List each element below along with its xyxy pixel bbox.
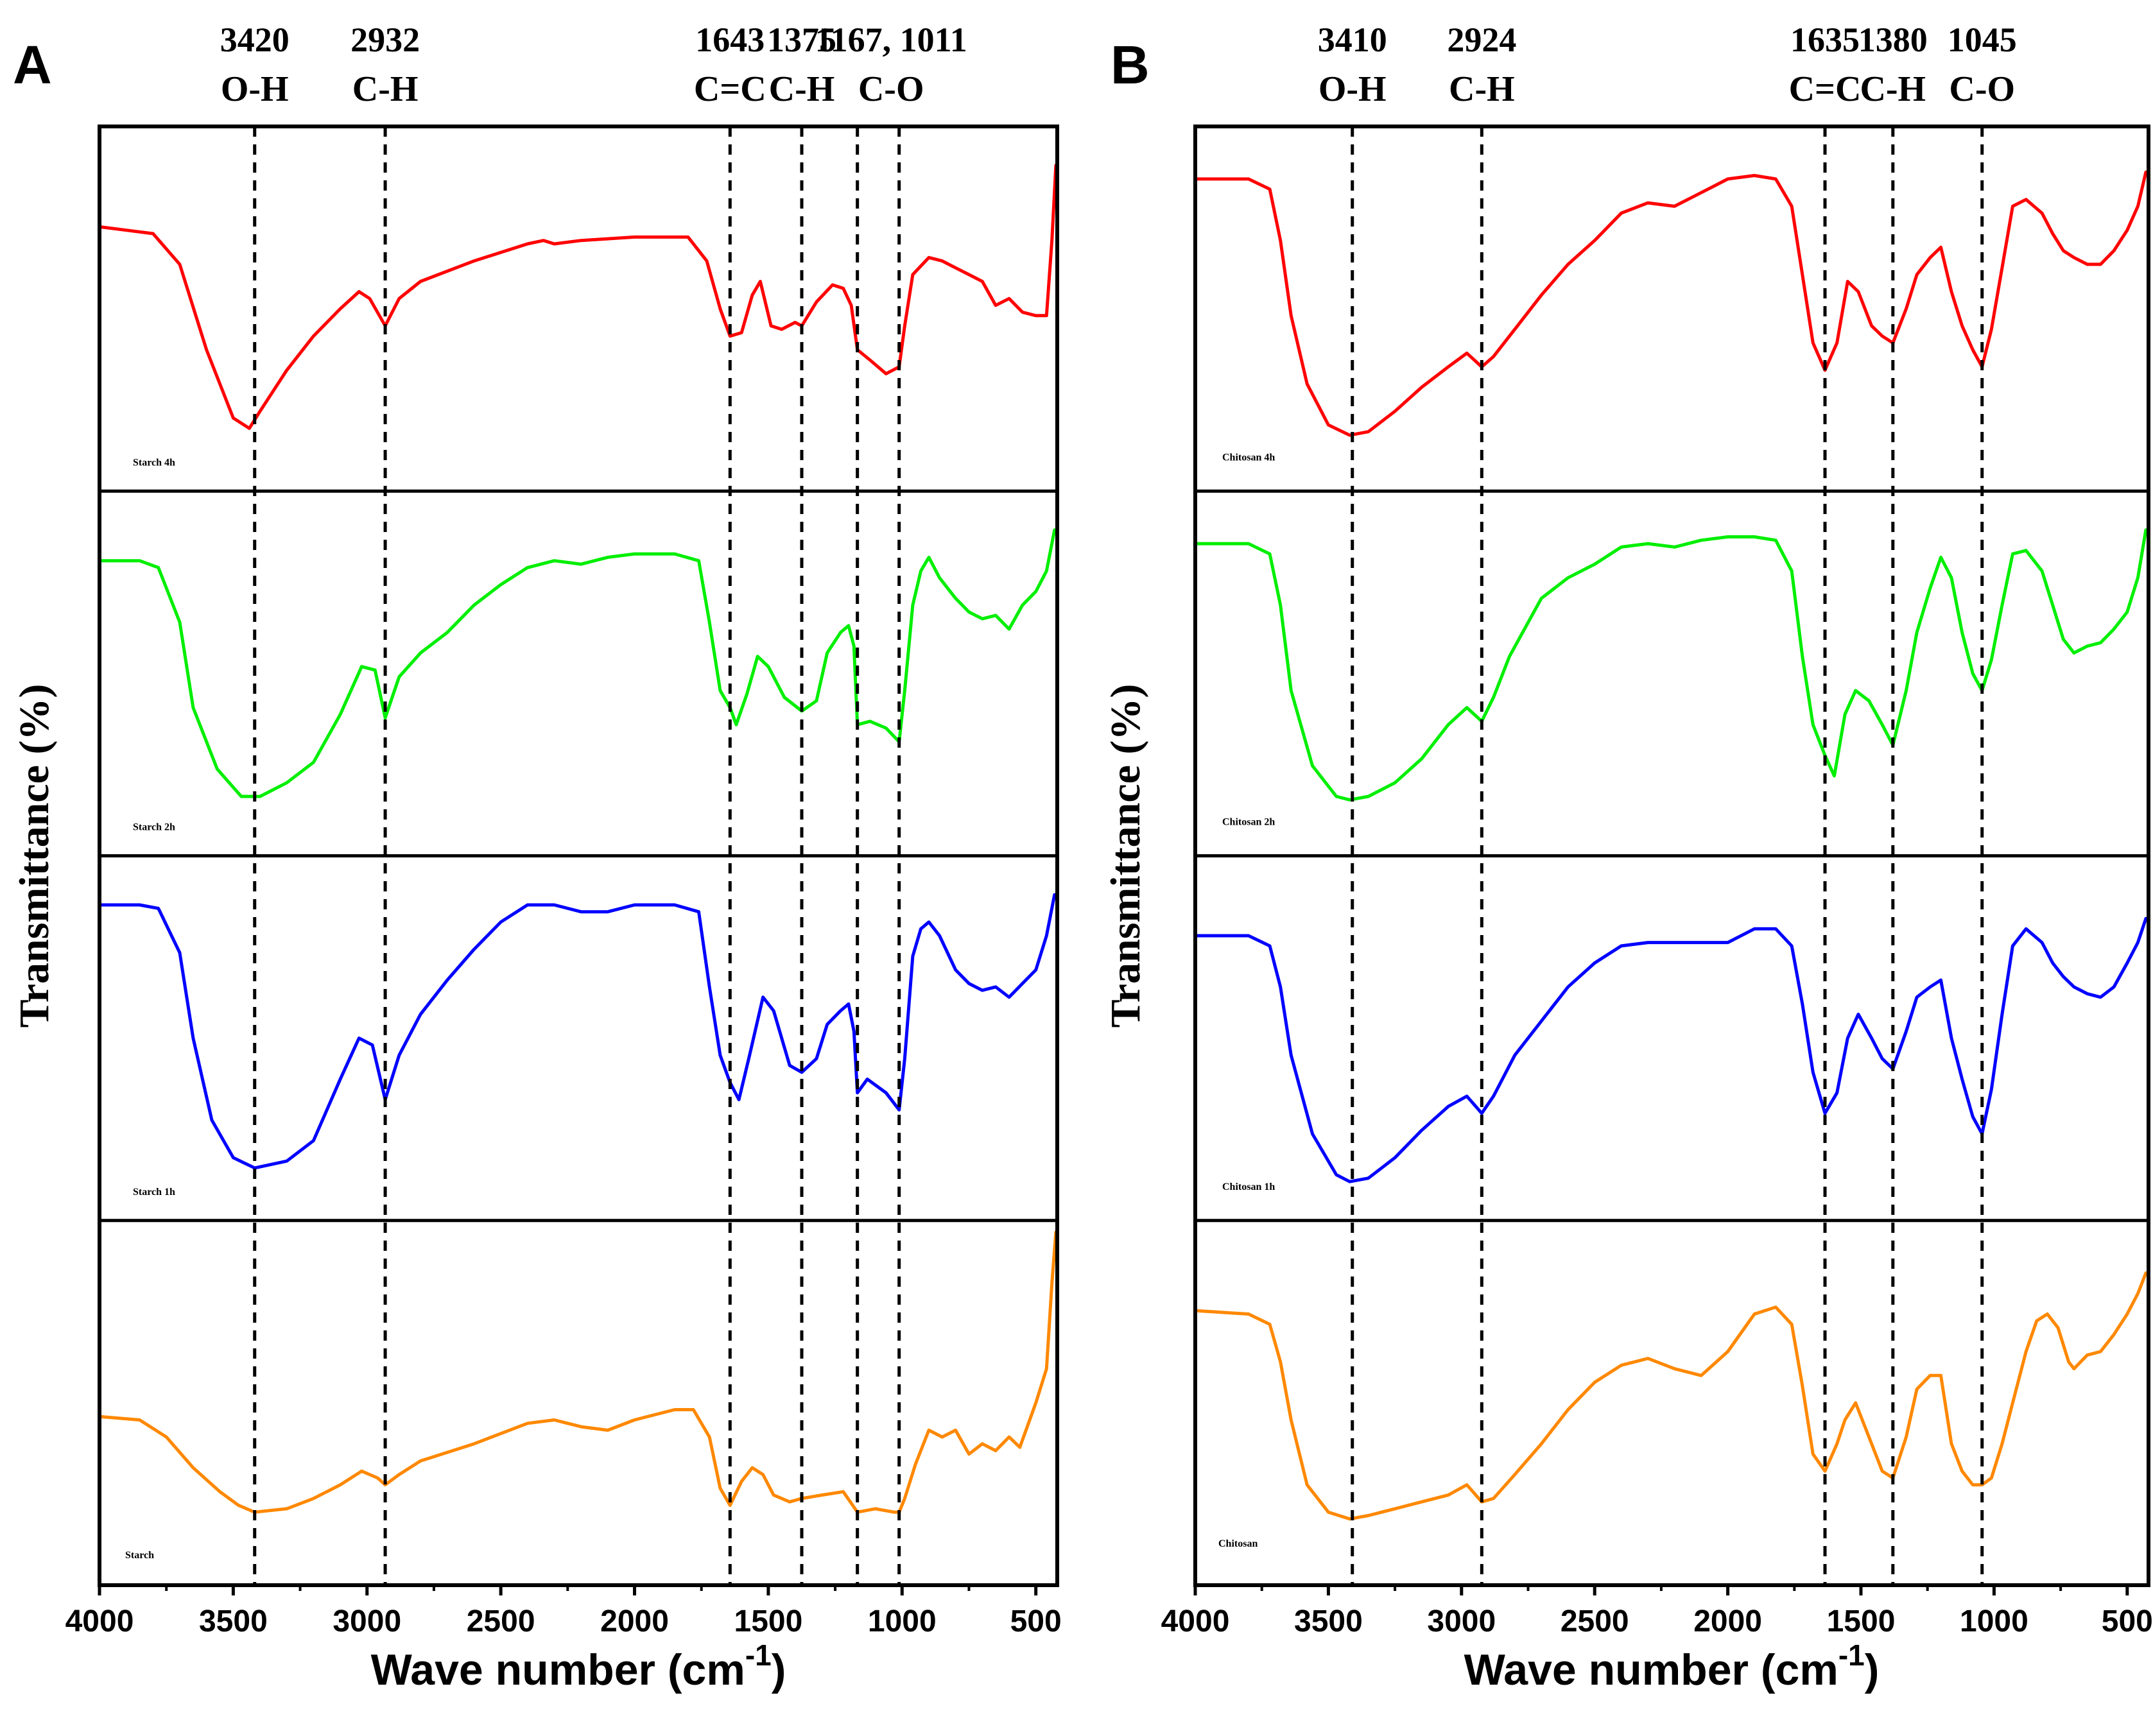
x-axis-title-sup: -1 [1838,1638,1865,1672]
x-tick-label: 3000 [1427,1604,1496,1638]
peak-assignment: C-H [1860,69,1926,109]
panel-b: B Chitosan 4h Chitosan 2h Chitosan 1h Chitos… [1102,21,2153,1694]
x-axis-title-end: ) [772,1646,786,1694]
peak-assignment: O-H [1319,69,1387,109]
peak-assignment: C=C [1789,69,1862,109]
trace-label: Chitosan 2h [1222,817,1275,828]
peak-wavenumber: 1380 [1858,21,1928,59]
spectrum-starch [98,1230,1058,1514]
x-tick-label: 3500 [199,1604,268,1638]
x-tick-label: 3500 [1294,1604,1363,1638]
y-axis-title: Transmittance (%) [1102,684,1149,1028]
x-tick-label: 2500 [467,1604,535,1638]
trace-label: Chitosan 1h [1222,1182,1275,1192]
x-tick-label: 3000 [333,1604,401,1638]
peak-assignment: C-H [352,69,419,109]
x-axis-title: Wave number (cm-1) [1464,1638,1880,1694]
x-axis-title-main: Wave number (cm [371,1646,745,1694]
x-tick-label: 1000 [1960,1604,2028,1638]
trace-label: Chitosan 4h [1222,452,1275,463]
spectrum-chitosan-1h [1193,916,2148,1183]
peak-wavenumber: 1635 [1790,21,1860,59]
trace-label: Chitosan [1218,1538,1258,1549]
peak-assignment: C-O [1949,69,2015,109]
x-tick-label: 500 [2102,1604,2153,1638]
trace-label: Starch 1h [133,1187,175,1198]
x-axis-title: Wave number (cm-1) [371,1638,786,1694]
trace-label: Starch 4h [133,457,175,468]
spectrum-starch-1h [98,893,1057,1170]
peak-wavenumber: 1375 [767,21,836,59]
peak-assignment: C-H [1449,69,1515,109]
peak-assignment: O-H [221,69,289,109]
panel-letter: B [1111,35,1150,95]
y-axis-title: Transmittance (%) [11,684,58,1028]
x-axis-title-sup: -1 [745,1638,772,1672]
panel-letter: A [13,35,52,95]
spectrum-starch-2h [98,528,1057,798]
peak-wavenumber: 1643 [695,21,765,59]
x-axis-title-main: Wave number (cm [1464,1646,1838,1694]
peak-assignment: C-O [858,69,924,109]
peak-assignment: C-H [769,69,835,109]
peak-wavenumber: 2924 [1447,21,1516,59]
x-tick-label: 4000 [65,1604,134,1638]
x-tick-label: 4000 [1161,1604,1230,1638]
spectrum-chitosan-4h [1193,170,2148,437]
peak-wavenumber: 1167, 1011 [815,21,967,59]
x-tick-label: 2000 [600,1604,669,1638]
spectrum-starch-4h [98,164,1058,430]
panel-a: A Starch 4h Starch 2h Starch 1h Starch 3420 O-… [11,21,1062,1694]
x-tick-label: 2500 [1561,1604,1629,1638]
x-tick-label: 1000 [868,1604,937,1638]
x-axis-title-end: ) [1865,1646,1880,1694]
x-tick-label: 500 [1010,1604,1062,1638]
peak-wavenumber: 3410 [1318,21,1387,59]
peak-wavenumber: 3420 [220,21,290,59]
spectrum-chitosan [1193,1271,2148,1521]
peak-wavenumber: 2932 [350,21,420,59]
plot-frame [1193,125,2150,1587]
peak-wavenumber: 1045 [1948,21,2017,59]
peak-assignment: C=C [694,69,766,109]
trace-label: Starch [125,1550,154,1561]
trace-label: Starch 2h [133,822,175,833]
x-tick-label: 1500 [1827,1604,1896,1638]
spectrum-chitosan-2h [1193,528,2148,802]
x-tick-label: 2000 [1693,1604,1762,1638]
plot-frame [98,125,1059,1587]
x-tick-label: 1500 [734,1604,803,1638]
